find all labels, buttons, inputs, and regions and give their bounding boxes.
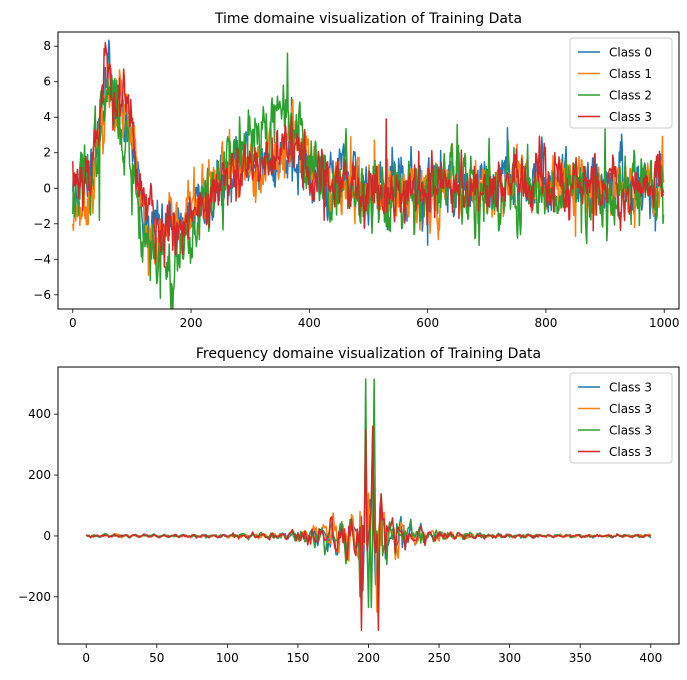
time-domain-legend-label-2: Class 2: [609, 89, 652, 103]
frequency-domain-legend-label-1: Class 3: [609, 402, 652, 416]
frequency-domain-title: Frequency domaine visualization of Train…: [196, 346, 541, 362]
time-domain-y-tick-label: −4: [33, 252, 51, 266]
time-domain-y-tick-label: −2: [33, 217, 51, 231]
time-domain-y-tick-label: 6: [43, 75, 51, 89]
frequency-domain-x-tick-label: 150: [286, 651, 309, 665]
time-domain-legend: Class 0 Class 1 Class 2 Class 3: [569, 37, 673, 129]
time-domain-legend-label-3: Class 3: [609, 110, 652, 124]
time-domain-x-tick-label: 1000: [649, 316, 680, 330]
time-domain-y-tick-label: 4: [43, 110, 51, 124]
time-domain-x-tick-label: 400: [298, 316, 321, 330]
time-domain-x-ticks: 0 200 400 600 800 1000: [69, 309, 680, 330]
time-domain-x-tick-label: 800: [534, 316, 557, 330]
time-domain-x-tick-label: 200: [180, 316, 203, 330]
frequency-domain-x-tick-label: 350: [569, 651, 592, 665]
time-domain-axes-frame: [57, 31, 680, 310]
time-domain-y-tick-label: 8: [43, 39, 51, 53]
frequency-domain-legend: Class 3 Class 3 Class 3 Class 3: [569, 372, 673, 464]
frequency-domain-x-tick-label: 200: [357, 651, 380, 665]
time-domain-x-tick-label: 0: [69, 316, 77, 330]
frequency-domain-y-tick-label: 0: [43, 529, 51, 543]
time-domain-lines: [72, 39, 665, 309]
frequency-domain-x-tick-label: 100: [216, 651, 239, 665]
time-domain-y-tick-label: 2: [43, 146, 51, 160]
time-domain-series-line-3: [72, 41, 665, 268]
frequency-domain-x-tick-label: 0: [82, 651, 90, 665]
time-domain-legend-box: [569, 37, 673, 129]
frequency-domain-y-tick-label: 200: [28, 468, 51, 482]
frequency-domain-x-tick-label: 250: [428, 651, 451, 665]
time-domain-legend-label-0: Class 0: [609, 46, 652, 60]
time-domain-x-tick-label: 600: [416, 316, 439, 330]
frequency-domain-legend-box: [569, 372, 673, 464]
frequency-domain-x-ticks: 0 50 100 150 200 250 300 350 400: [82, 644, 662, 665]
frequency-domain-x-tick-label: 300: [498, 651, 521, 665]
frequency-domain-x-tick-label: 400: [639, 651, 662, 665]
frequency-domain-y-tick-label: −200: [18, 590, 51, 604]
frequency-domain-series-line-3: [85, 425, 652, 632]
time-domain-title: Time domaine visualization of Training D…: [214, 11, 522, 27]
frequency-domain-y-tick-label: 400: [28, 407, 51, 421]
frequency-domain-legend-label-3: Class 3: [609, 445, 652, 459]
frequency-domain-legend-label-0: Class 3: [609, 381, 652, 395]
frequency-domain-lines: [85, 378, 652, 632]
frequency-domain-axes-frame: [57, 366, 680, 645]
time-domain-y-ticks: −6 −4 −2 0 2 4 6 8: [33, 39, 58, 302]
time-domain-chart: Time domaine visualization of Training D…: [33, 11, 680, 330]
time-domain-legend-label-1: Class 1: [609, 67, 652, 81]
frequency-domain-legend-label-2: Class 3: [609, 424, 652, 438]
frequency-domain-chart: Frequency domaine visualization of Train…: [18, 346, 680, 665]
time-domain-series-line-2: [72, 52, 665, 309]
frequency-domain-x-tick-label: 50: [149, 651, 164, 665]
time-domain-y-tick-label: −6: [33, 288, 51, 302]
time-domain-y-tick-label: 0: [43, 181, 51, 195]
frequency-domain-y-ticks: −200 0 200 400: [18, 407, 58, 604]
